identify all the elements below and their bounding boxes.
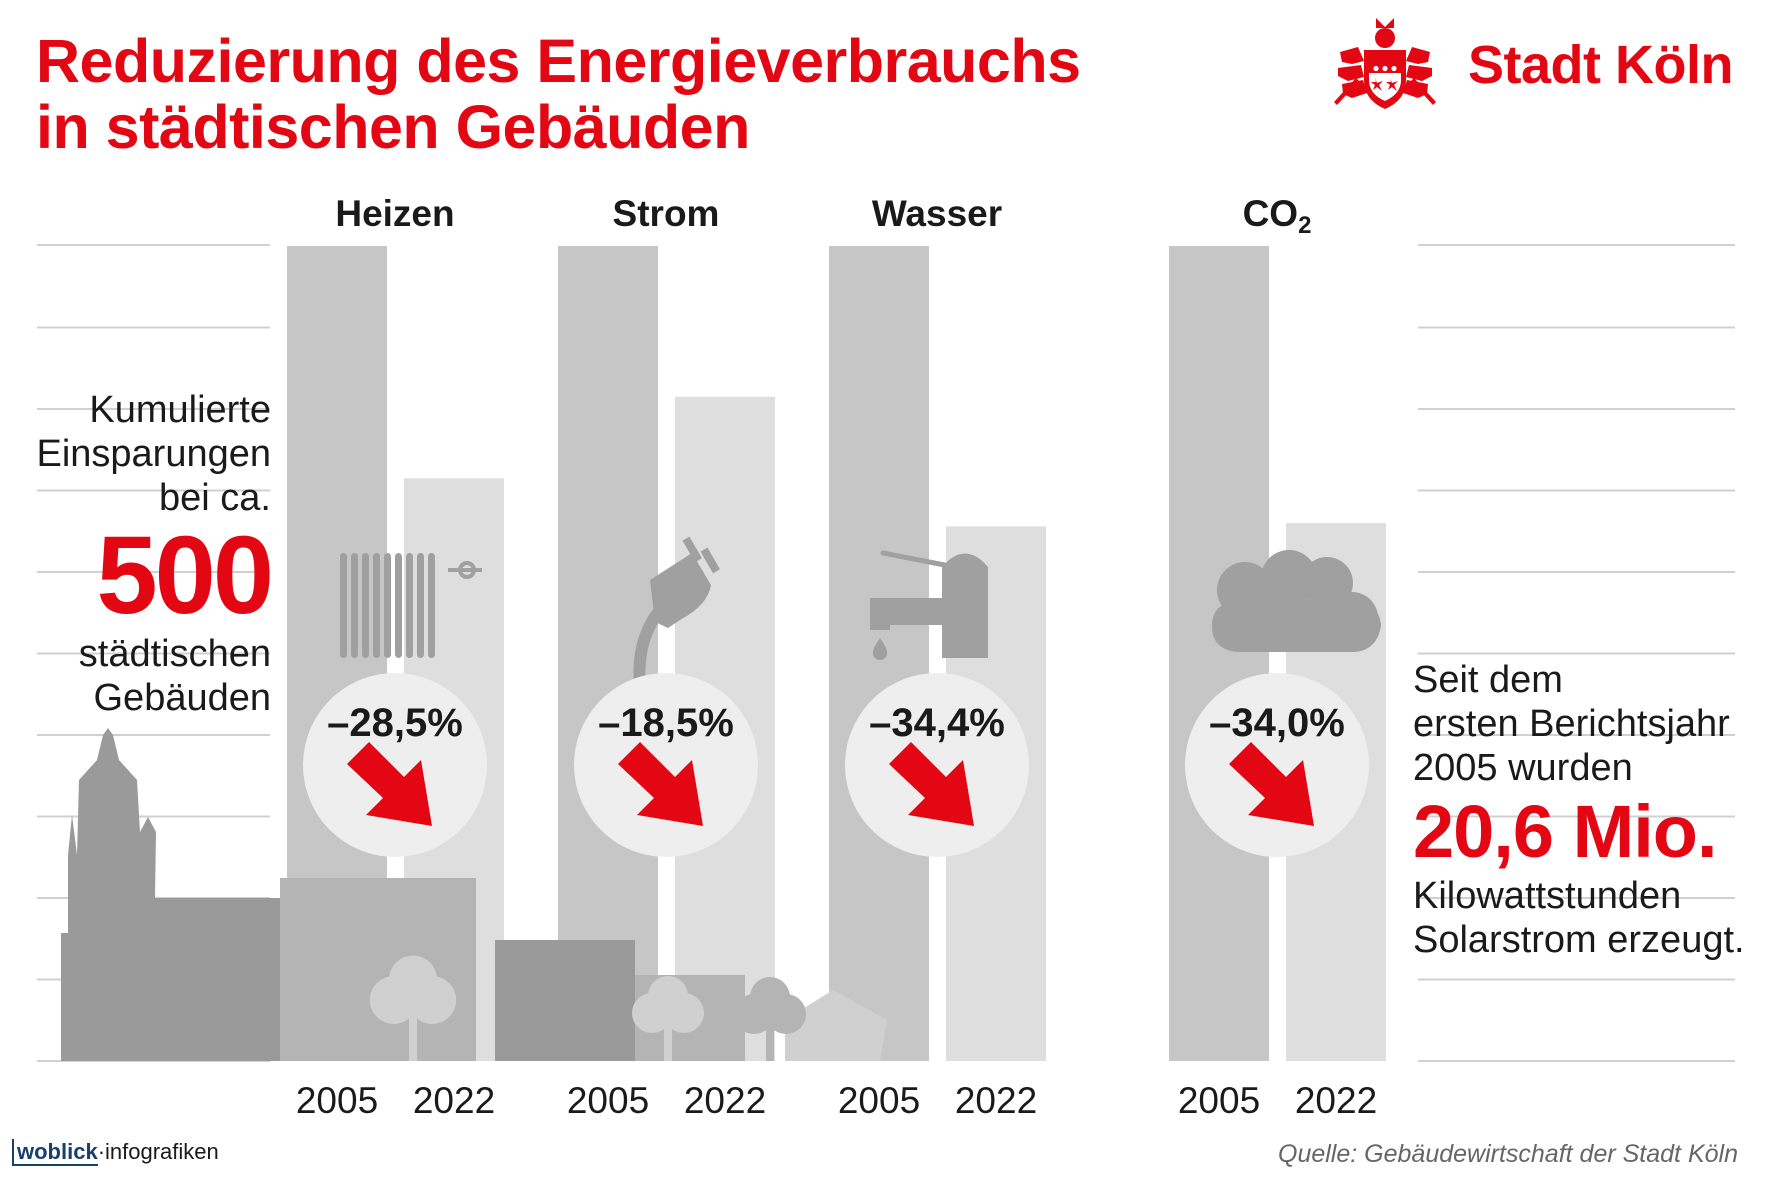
bar-co-2005	[1169, 246, 1269, 1061]
cloud-icon-base	[1212, 600, 1381, 652]
brand-suffix: infografiken	[105, 1139, 219, 1164]
tree-trunk	[766, 1022, 774, 1061]
water-tap-icon-handle	[942, 553, 988, 585]
down-arrow-icon	[1229, 742, 1314, 826]
title-line-2: in städtischen Gebäuden	[36, 93, 750, 161]
year-tick-label: 2005	[567, 1080, 649, 1121]
down-arrow-icon	[889, 742, 974, 826]
power-plug-icon-body	[650, 553, 711, 628]
radiator-icon-fin	[351, 553, 358, 658]
category-icons	[340, 536, 1381, 686]
left-note-line-5: Gebäuden	[93, 677, 272, 719]
tree	[648, 976, 688, 1016]
year-tick-label: 2022	[955, 1080, 1037, 1121]
stadt-koeln-logo: Stadt Köln	[1330, 10, 1760, 120]
building-block	[495, 940, 635, 1061]
radiator-icon-fin	[395, 553, 402, 658]
year-tick-label: 2005	[296, 1080, 378, 1121]
water-tap-icon-drop	[873, 638, 887, 660]
category-label-subscript: 2	[1298, 212, 1311, 239]
right-note-line-3: 2005 wurden	[1413, 747, 1633, 789]
change-label: –34,0%	[1209, 701, 1345, 745]
year-tick-label: 2022	[1295, 1080, 1377, 1121]
title-line-1: Reduzierung des Energieverbrauchs	[36, 27, 1081, 95]
left-note-line-4: städtischen	[78, 633, 271, 675]
page-title: Reduzierung des Energieverbrauchs in stä…	[36, 28, 1081, 160]
right-note-line-1: Seit dem	[1413, 659, 1563, 701]
building-block	[280, 878, 476, 1061]
year-tick-label: 2005	[1178, 1080, 1260, 1121]
radiator-icon-fin	[406, 553, 413, 658]
tree-trunk	[664, 1021, 672, 1061]
down-arrow-icon	[618, 742, 703, 826]
change-badges: –28,5% –18,5% –34,4% –34,0%	[303, 673, 1369, 857]
category-label: Heizen	[335, 193, 454, 234]
change-label: –18,5%	[598, 701, 734, 745]
change-badge	[1185, 673, 1369, 857]
left-note-line-1: Kumulierte	[89, 389, 271, 431]
category-label: CO2	[1243, 193, 1312, 239]
power-plug-icon-pin	[700, 547, 720, 574]
tree	[389, 955, 437, 1004]
right-note: Seit dem ersten Berichtsjahr 2005 wurden…	[1413, 658, 1758, 962]
left-note-line-3: bei ca.	[159, 477, 271, 519]
category-label: Wasser	[872, 193, 1002, 234]
change-badge	[845, 673, 1029, 857]
left-note: Kumulierte Einsparungen bei ca. 500 städ…	[11, 388, 274, 720]
brand-credit: woblick·infografiken	[12, 1139, 219, 1166]
logo-text: Stadt Köln	[1468, 35, 1733, 95]
house-silhouette	[785, 990, 887, 1061]
radiator-icon-fin	[428, 553, 435, 658]
year-tick-label: 2005	[838, 1080, 920, 1121]
water-tap-icon-spout	[870, 598, 942, 630]
year-tick-label: 2022	[413, 1080, 495, 1121]
source-note: Quelle: Gebäudewirtschaft der Stadt Köln	[1278, 1140, 1738, 1168]
radiator-icon-fin	[417, 553, 424, 658]
power-plug-icon-pin	[682, 536, 702, 563]
cologne-coat-of-arms-icon	[1334, 18, 1436, 109]
change-label: –34,4%	[869, 701, 1005, 745]
radiator-icon-fin	[362, 553, 369, 658]
brand-separator: ·	[97, 1139, 106, 1164]
year-tick-label: 2022	[684, 1080, 766, 1121]
right-note-line-2: ersten Berichtsjahr	[1413, 703, 1730, 745]
change-badge	[574, 673, 758, 857]
radiator-icon-fin	[373, 553, 380, 658]
buildings-count: 500	[96, 514, 274, 637]
tree-trunk	[409, 1009, 417, 1061]
tree	[750, 977, 790, 1017]
water-tap-icon-body	[942, 585, 988, 658]
radiator-icon-fin	[384, 553, 391, 658]
right-note-line-4: Kilowattstunden	[1413, 875, 1682, 917]
category-label: Strom	[613, 193, 720, 234]
skyline-illustration	[61, 728, 887, 1061]
radiator-icon-fin	[340, 553, 347, 658]
left-note-line-2: Einsparungen	[36, 433, 271, 475]
down-arrow-icon	[347, 742, 432, 826]
right-note-line-5: Solarstrom erzeugt.	[1413, 919, 1745, 961]
brand-name: woblick	[12, 1139, 98, 1166]
water-tap-icon-lever	[880, 550, 963, 571]
solar-kwh-value: 20,6 Mio.	[1413, 790, 1718, 873]
change-label: –28,5%	[327, 701, 463, 745]
change-badge	[303, 673, 487, 857]
